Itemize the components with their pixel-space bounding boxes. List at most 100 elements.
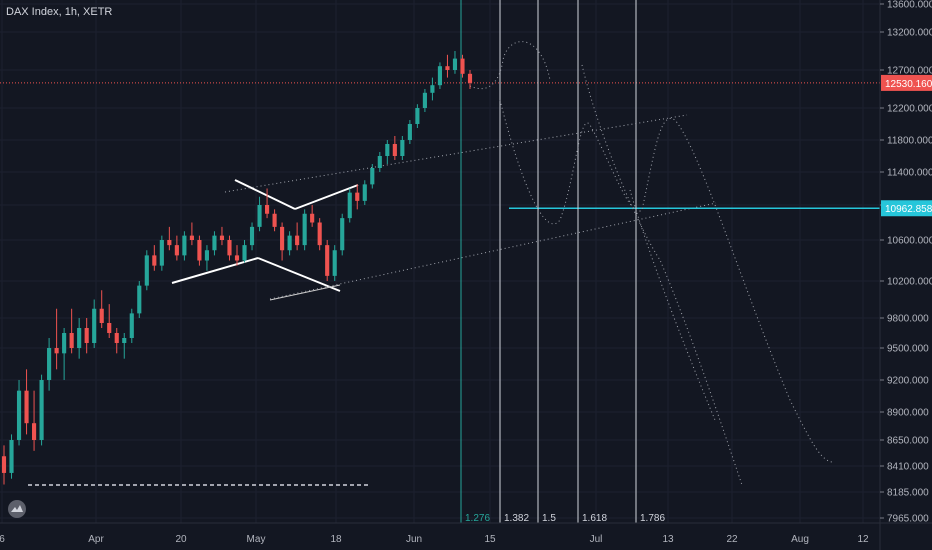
candle-body — [370, 168, 375, 185]
candle-body — [39, 380, 44, 440]
candle-body — [227, 240, 232, 256]
pattern-line — [257, 257, 341, 292]
price-tick-label: 9500.000 — [887, 344, 929, 355]
candle-body — [257, 205, 262, 227]
candle-body — [452, 58, 458, 70]
fib-time-label: 1.618 — [582, 513, 607, 524]
candle-body — [47, 348, 52, 380]
candle-body — [407, 124, 412, 140]
candle-body — [31, 423, 37, 440]
candle-body — [280, 226, 285, 251]
time-tick-label: May — [247, 534, 266, 545]
candle-body — [467, 73, 473, 83]
candle-body — [430, 85, 435, 93]
candle-body — [295, 235, 300, 246]
candle-body — [422, 92, 427, 108]
pattern-line — [294, 184, 359, 210]
candle-body — [174, 245, 179, 256]
candle-body — [242, 245, 247, 261]
time-tick-label: 6 — [0, 534, 5, 545]
candle-body — [332, 250, 337, 276]
candle-body — [1, 456, 7, 473]
candle-body — [302, 213, 307, 246]
channel-line — [269, 202, 717, 300]
candle-body — [325, 245, 330, 276]
candle-body — [310, 213, 315, 223]
time-axis: 6 Apr 20 May 18 Jun 15 Jul 13 22 Aug 12 — [0, 522, 932, 545]
candle-body — [219, 235, 225, 240]
price-tag-label: 12530.160 — [885, 79, 932, 90]
price-tick-label: 13600.000 — [887, 0, 932, 11]
time-tick-label: 13 — [662, 534, 674, 545]
pattern-line — [234, 179, 296, 210]
pattern-line — [269, 284, 341, 301]
candle-body — [144, 255, 149, 286]
candle-body — [197, 240, 202, 261]
projection-path — [629, 189, 716, 421]
candle-body — [152, 255, 157, 266]
channel-line — [224, 114, 688, 193]
time-tick-label: 22 — [726, 534, 738, 545]
candle-body — [189, 235, 194, 240]
fib-time-labels: 1.276 1.382 1.5 1.618 1.786 — [465, 513, 665, 524]
projection-path — [581, 64, 743, 486]
fib-time-label: 1.5 — [542, 513, 556, 524]
candle-body — [92, 308, 97, 343]
candle-body — [355, 192, 360, 201]
candle-body — [167, 240, 172, 246]
candle-body — [415, 108, 420, 124]
price-tag-bg — [881, 74, 932, 91]
candle-body — [264, 205, 270, 214]
price-axis: 13600.000 13200.000 12700.000 12200.000 1180… — [879, 0, 932, 550]
candlestick-series — [1, 51, 473, 485]
pattern-line — [171, 257, 259, 284]
time-tick-label: Jun — [406, 534, 422, 545]
time-tick-label: 12 — [857, 534, 869, 545]
time-tick-label: Jul — [590, 534, 603, 545]
fib-time-label: 1.786 — [640, 513, 665, 524]
candle-body — [212, 235, 217, 251]
candle-body — [272, 213, 277, 227]
price-tick-label: 8650.000 — [887, 436, 929, 447]
candle-body — [99, 308, 104, 323]
price-tick-label: 8410.000 — [887, 462, 929, 473]
price-tick-label: 13200.000 — [887, 28, 932, 39]
candle-body — [77, 328, 82, 348]
price-tick-label: 11800.000 — [887, 136, 932, 147]
price-tick-label: 8185.000 — [887, 488, 929, 499]
time-tick-label: Apr — [88, 534, 104, 545]
candle-body — [340, 218, 345, 251]
candle-body — [445, 66, 450, 70]
candle-body — [347, 192, 352, 219]
candle-body — [182, 235, 187, 256]
candle-body — [62, 333, 67, 354]
price-tick-label: 10200.000 — [887, 277, 932, 288]
symbol-title: DAX Index, 1h, XETR — [6, 6, 113, 18]
time-tick-label: Aug — [791, 534, 809, 545]
candle-body — [377, 156, 382, 168]
candle-body — [385, 144, 390, 156]
time-tick-label: 20 — [175, 534, 187, 545]
grid-lines — [0, 0, 880, 523]
candle-body — [114, 333, 119, 343]
candle-body — [159, 240, 164, 266]
candle-body — [9, 440, 14, 473]
price-tick-label: 9800.000 — [887, 314, 929, 325]
price-labels: 12530.160 10962.858 — [881, 74, 932, 217]
price-tick-label: 11400.000 — [887, 168, 932, 179]
candle-body — [24, 390, 29, 424]
fib-time-label: 1.382 — [504, 513, 529, 524]
price-tick-label: 12700.000 — [887, 66, 932, 77]
candle-body — [54, 348, 59, 354]
tradingview-logo-icon[interactable] — [8, 500, 26, 518]
candle-body — [16, 390, 22, 440]
time-tick-label: 15 — [484, 534, 496, 545]
candle-body — [204, 250, 210, 261]
candle-body — [437, 66, 443, 86]
candle-body — [317, 222, 322, 246]
price-tag-label: 10962.858 — [885, 204, 932, 215]
price-tick-label: 8900.000 — [887, 408, 929, 419]
price-tick-label: 9200.000 — [887, 376, 929, 387]
time-tick-label: 18 — [330, 534, 342, 545]
